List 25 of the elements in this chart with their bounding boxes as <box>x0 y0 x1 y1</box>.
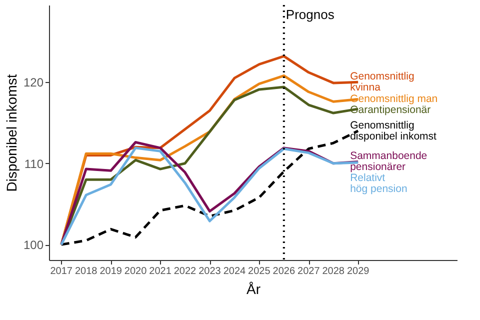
series-label: Genomsnittlig man <box>350 93 438 106</box>
x-tick-label: 2024 <box>223 266 246 277</box>
y-tick-label: 120 <box>23 76 44 90</box>
x-tick-label: 2022 <box>174 266 197 277</box>
series-label: Relativt hög pension <box>350 172 408 196</box>
x-tick-label: 2021 <box>149 266 172 277</box>
x-tick-label: 2027 <box>298 266 320 277</box>
series-label: Garantipensionär <box>350 104 432 116</box>
y-tick-label: 100 <box>23 238 44 252</box>
x-tick-label: 2020 <box>124 266 148 277</box>
x-tick-label: 2029 <box>346 266 370 277</box>
x-tick-label: 2026 <box>272 266 296 277</box>
ref-line-label: Prognos <box>286 7 335 22</box>
x-tick-label: 2028 <box>322 266 345 277</box>
x-tick-label: 2023 <box>198 266 222 277</box>
series-label: Sammanboende pensionärer <box>350 150 428 174</box>
x-tick-label: 2017 <box>50 266 73 277</box>
x-tick-label: 2025 <box>248 266 271 277</box>
y-axis-title: Disponibel inkomst <box>3 74 20 192</box>
x-tick-label: 2018 <box>74 266 98 277</box>
series-label: Genomsnittlig disponibel inkomst <box>350 119 437 142</box>
series-label: Genomsnittlig kvinna <box>350 70 414 94</box>
y-tick-label: 110 <box>24 156 44 171</box>
x-tick-label: 2019 <box>100 266 122 277</box>
x-axis-title: År <box>246 281 261 297</box>
